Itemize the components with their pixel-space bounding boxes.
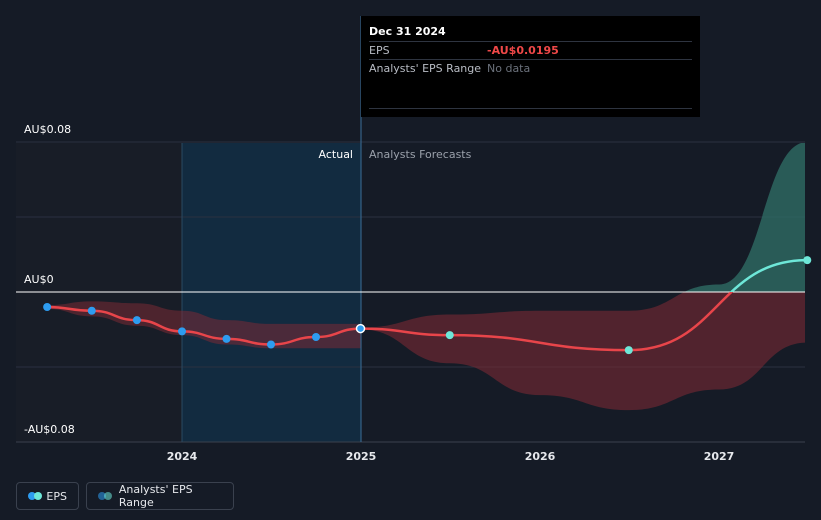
eps-point-actual-1 bbox=[87, 306, 96, 315]
legend-range-swatch bbox=[98, 492, 112, 500]
region-label-forecast: Analysts Forecasts bbox=[369, 148, 472, 161]
y-tick-label-0: AU$0.08 bbox=[24, 123, 71, 136]
x-tick-label-0: 2024 bbox=[167, 450, 198, 463]
legend-eps[interactable]: EPS bbox=[16, 482, 79, 510]
tooltip-range-value: No data bbox=[487, 62, 531, 75]
eps-line-actual bbox=[47, 305, 361, 346]
legend-range-label: Analysts' EPS Range bbox=[118, 483, 193, 509]
eps-point-actual-0 bbox=[43, 303, 52, 311]
x-tick-label-1: 2025 bbox=[346, 450, 377, 463]
legend-range-dot-actual bbox=[98, 492, 106, 500]
eps-point-actual-2 bbox=[132, 316, 141, 325]
eps-point-actual-4 bbox=[222, 334, 231, 343]
tooltip-eps-row: EPS -AU$0.0195 bbox=[369, 41, 692, 59]
eps-range-band-actual bbox=[47, 301, 361, 349]
legend-eps-dot-actual bbox=[28, 492, 36, 500]
tooltip-eps-label: EPS bbox=[369, 44, 390, 57]
legend-eps-range[interactable]: Analysts' EPS Range bbox=[86, 482, 234, 510]
eps-point-actual-6 bbox=[312, 333, 321, 341]
eps-range-band-forecast-positive bbox=[684, 143, 805, 292]
tooltip: Dec 31 2024 EPS -AU$0.0195 Analysts' EPS… bbox=[361, 16, 700, 117]
eps-point-forecast-2 bbox=[624, 346, 633, 355]
x-tick-label-2: 2026 bbox=[525, 450, 556, 463]
region-label-actual: Actual bbox=[319, 148, 353, 161]
eps-range-band-forecast-negative bbox=[360, 292, 805, 411]
eps-point-forecast-last bbox=[803, 256, 812, 265]
eps-point-actual-5 bbox=[267, 340, 276, 349]
tooltip-divider bbox=[369, 108, 692, 109]
y-tick-label-2: -AU$0.08 bbox=[24, 423, 75, 436]
eps-point-forecast-1 bbox=[445, 331, 454, 340]
tooltip-range-label: Analysts' EPS Range bbox=[369, 62, 482, 75]
y-tick-label-1: AU$0 bbox=[24, 273, 54, 286]
tooltip-date: Dec 31 2024 bbox=[369, 25, 446, 38]
eps-line-forecast-negative bbox=[360, 292, 734, 352]
legend-eps-swatch bbox=[28, 492, 42, 500]
x-tick-label-3: 2027 bbox=[704, 450, 735, 463]
tooltip-range-row: Analysts' EPS Range No data bbox=[369, 59, 692, 77]
legend-range-dot-forecast bbox=[104, 492, 112, 500]
tooltip-eps-value: -AU$0.0195 bbox=[487, 44, 559, 57]
legend-eps-label: EPS bbox=[46, 489, 67, 503]
eps-point-actual-7 bbox=[355, 323, 366, 334]
legend-eps-dot-forecast bbox=[34, 492, 42, 500]
eps-point-actual-3 bbox=[178, 327, 186, 336]
